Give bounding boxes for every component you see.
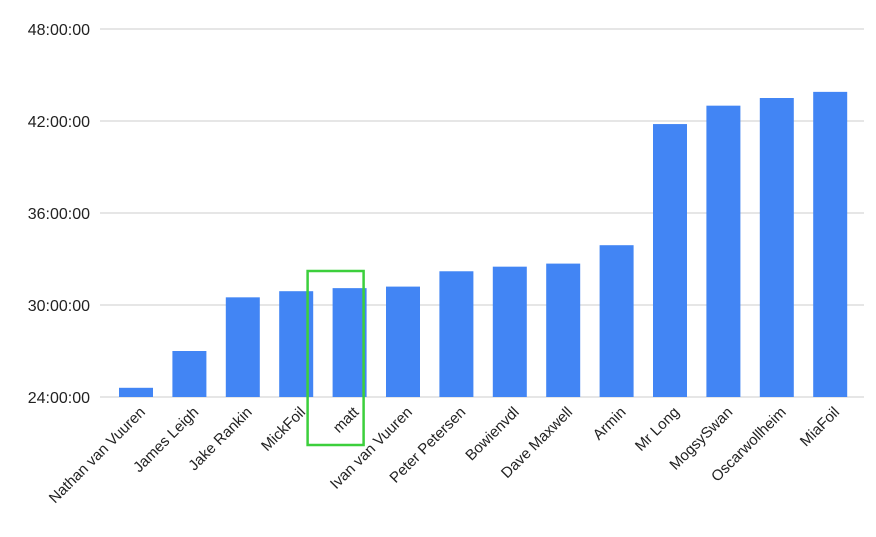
highlight-layer <box>306 269 365 447</box>
bar <box>813 91 848 397</box>
y-axis-tick-labels: 24:00:00 30:00:00 36:00:00 42:00:00 48:00:00 <box>28 22 90 407</box>
bar <box>759 98 794 397</box>
bar <box>546 263 581 397</box>
y-tick-label: 36:00:00 <box>28 206 90 223</box>
x-tick-label: Mr Long <box>632 404 683 455</box>
bars <box>119 91 848 398</box>
bar <box>386 286 420 397</box>
bar <box>225 297 260 397</box>
bar <box>172 351 207 397</box>
bar <box>599 245 634 397</box>
bar <box>332 288 367 397</box>
x-tick-label: Armin <box>590 404 630 444</box>
bar <box>706 105 741 398</box>
highlight-box <box>306 269 365 447</box>
y-tick-label: 48:00:00 <box>28 22 90 39</box>
gridlines <box>100 28 864 398</box>
x-tick-label: Nathan van Vuuren <box>46 404 149 507</box>
bar <box>653 124 687 398</box>
y-tick-label: 42:00:00 <box>28 114 90 131</box>
bar <box>439 271 474 397</box>
y-tick-label: 30:00:00 <box>28 298 90 315</box>
x-tick-label: MickFoil <box>258 404 309 455</box>
bar <box>492 266 527 397</box>
y-tick-label: 24:00:00 <box>28 390 90 407</box>
bar <box>119 387 153 397</box>
x-tick-label: MiaFoil <box>797 404 843 450</box>
x-tick-label: matt <box>330 403 363 436</box>
